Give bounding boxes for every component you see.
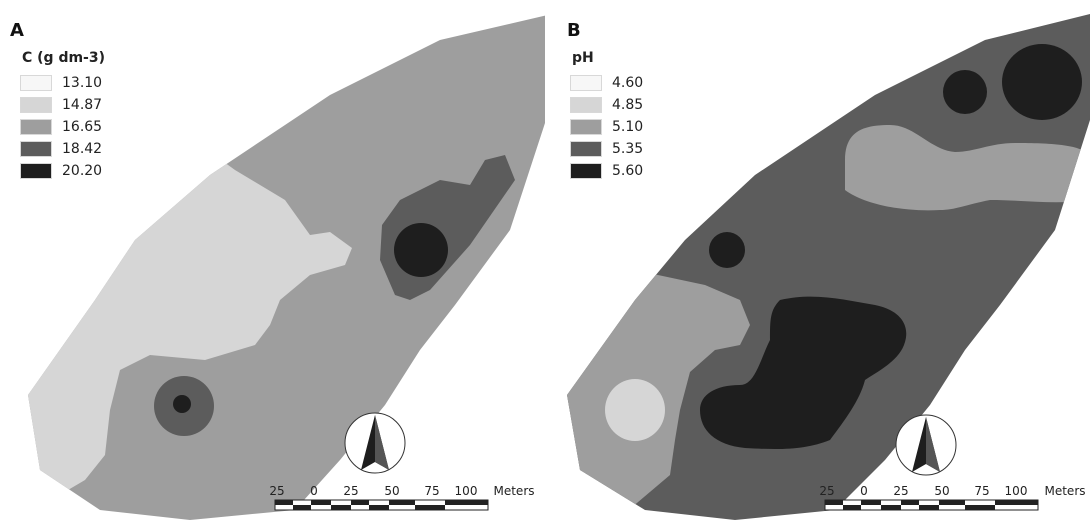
legend-item: 5.60 — [570, 160, 643, 182]
legend-label: 18.42 — [62, 141, 103, 157]
legend-label: 5.35 — [612, 141, 644, 157]
carbon-map — [28, 14, 545, 520]
scale-bar — [824, 499, 1039, 511]
legend-swatch — [570, 163, 602, 179]
scale-tick-label: 50 — [384, 484, 400, 498]
legend-item: 5.35 — [570, 138, 643, 160]
zone-4-85-south — [605, 379, 665, 441]
scale-unit-label: Meters — [1044, 484, 1086, 498]
legend-swatch — [20, 141, 52, 157]
scale-tick-label: 75 — [424, 484, 440, 498]
legend-swatch — [20, 75, 52, 91]
scale-tick-label: 100 — [454, 484, 478, 498]
scale-tick-label: 75 — [974, 484, 990, 498]
legend-label: 4.60 — [612, 75, 644, 91]
scale-tick-label: 25 — [819, 484, 835, 498]
legend-label: 13.10 — [62, 75, 103, 91]
legend-swatch — [570, 97, 602, 113]
legend-swatch — [570, 141, 602, 157]
scale-tick-label: 0 — [860, 484, 868, 498]
zone-5-60-west — [709, 232, 745, 268]
scale-unit-label: Meters — [493, 484, 535, 498]
legend-swatch — [570, 119, 602, 135]
legend-swatch — [570, 75, 602, 91]
legend: pH 4.60 4.85 5.10 5.35 5.60 — [570, 50, 643, 182]
legend-label: 4.85 — [612, 97, 644, 113]
legend-label: 16.65 — [62, 119, 103, 135]
legend-label: 5.60 — [612, 163, 644, 179]
scale-tick-label: 25 — [893, 484, 909, 498]
legend-item: 13.10 — [20, 72, 105, 94]
north-arrow-icon — [895, 414, 957, 476]
panel-b: B pH 4.60 4.85 5.10 5.35 5.60 25 0 25 50… — [545, 0, 1090, 530]
legend-item: 14.87 — [20, 94, 105, 116]
legend-item: 4.60 — [570, 72, 643, 94]
zone-20-20-south — [173, 395, 191, 413]
zone-20-20-east — [394, 223, 448, 277]
scale-bar — [274, 499, 489, 511]
legend-title: pH — [572, 50, 594, 66]
legend-label: 5.10 — [612, 119, 644, 135]
scale-tick-label: 100 — [1004, 484, 1028, 498]
legend-swatch — [20, 163, 52, 179]
north-arrow-icon — [344, 412, 406, 474]
legend-swatch — [20, 97, 52, 113]
panel-letter: A — [10, 20, 24, 41]
ph-map — [567, 14, 1090, 520]
scale-tick-label: 25 — [343, 484, 359, 498]
legend-item: 20.20 — [20, 160, 105, 182]
zone-5-60-south — [700, 296, 907, 450]
legend-item: 4.85 — [570, 94, 643, 116]
legend-label: 14.87 — [62, 97, 103, 113]
panel-a: A C (g dm-3) 13.10 14.87 16.65 18.42 20.… — [10, 14, 545, 520]
legend-label: 20.20 — [62, 163, 103, 179]
panel-letter: B — [567, 20, 581, 41]
zone-5-60-northeast-small — [943, 70, 987, 114]
scale-tick-label: 50 — [934, 484, 950, 498]
legend-title: C (g dm-3) — [22, 50, 106, 66]
scale-tick-label: 0 — [310, 484, 318, 498]
zone-5-10-north — [845, 125, 1090, 211]
legend: C (g dm-3) 13.10 14.87 16.65 18.42 20.20 — [20, 50, 105, 182]
legend-item: 16.65 — [20, 116, 105, 138]
zone-5-60-northeast-large — [1002, 44, 1082, 120]
legend-item: 5.10 — [570, 116, 643, 138]
legend-swatch — [20, 119, 52, 135]
scale-tick-label: 25 — [269, 484, 285, 498]
legend-item: 18.42 — [20, 138, 105, 160]
